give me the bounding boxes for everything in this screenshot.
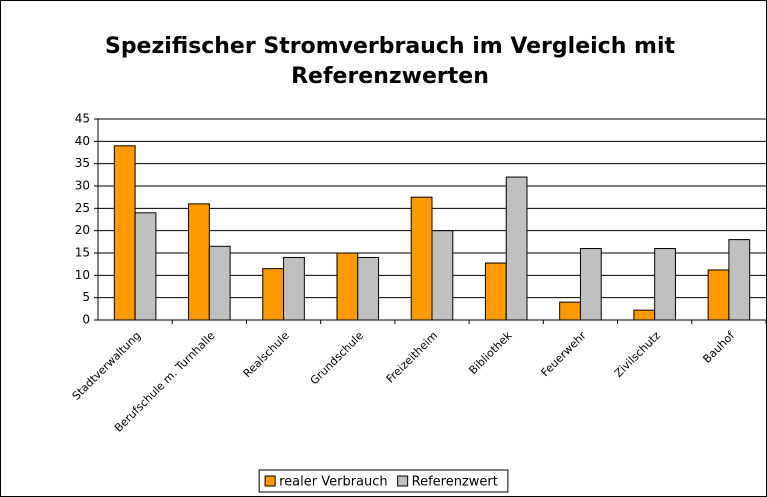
y-tick-label: 20	[75, 223, 90, 237]
bar	[633, 309, 656, 321]
y-tick-label: 45	[75, 112, 90, 126]
bar	[654, 248, 676, 321]
x-tick-label: Bibliothek	[466, 329, 514, 377]
legend-box	[258, 469, 509, 493]
bar	[134, 212, 157, 321]
x-tick-label: Grundschule	[308, 329, 367, 388]
x-tick-label: Zivilschutz	[612, 329, 663, 380]
bar	[431, 230, 454, 321]
bar	[484, 262, 507, 321]
bar	[188, 203, 210, 321]
bar	[208, 245, 231, 321]
y-tick-label: 15	[75, 246, 90, 260]
bar	[410, 196, 433, 321]
y-tick-label: 10	[75, 268, 90, 282]
legend: realer Verbrauch Referenzwert	[258, 469, 509, 493]
bar	[728, 239, 751, 321]
bar	[113, 145, 136, 321]
x-tick-label: Freizeitheim	[384, 329, 441, 386]
bar	[505, 176, 528, 321]
y-tick-label: 5	[82, 290, 90, 304]
bar	[579, 248, 602, 321]
legend-label: Referenzwert	[412, 475, 498, 490]
legend-swatch	[397, 475, 409, 487]
x-tick-label: Realschule	[241, 329, 292, 380]
bar	[283, 256, 305, 321]
y-tick-label: 35	[75, 156, 90, 170]
y-tick-label: 30	[75, 179, 90, 193]
legend-swatch	[264, 475, 276, 487]
bar	[262, 268, 285, 321]
x-tick-label: Feuerwehr	[538, 329, 589, 380]
chart-title: Spezifischer Stromverbrauch im Vergleich…	[104, 34, 676, 89]
bar	[559, 301, 581, 321]
bar	[707, 269, 730, 321]
x-tick-label: Bauhof	[700, 328, 737, 365]
bar	[336, 252, 359, 321]
bar	[357, 256, 380, 321]
y-tick-label: 40	[75, 134, 90, 148]
x-tick-label: Stadtverwaltung	[70, 329, 144, 403]
y-tick-label: 25	[75, 201, 90, 215]
y-tick-label: 0	[82, 313, 90, 327]
legend-label: realer Verbrauch	[279, 475, 388, 490]
